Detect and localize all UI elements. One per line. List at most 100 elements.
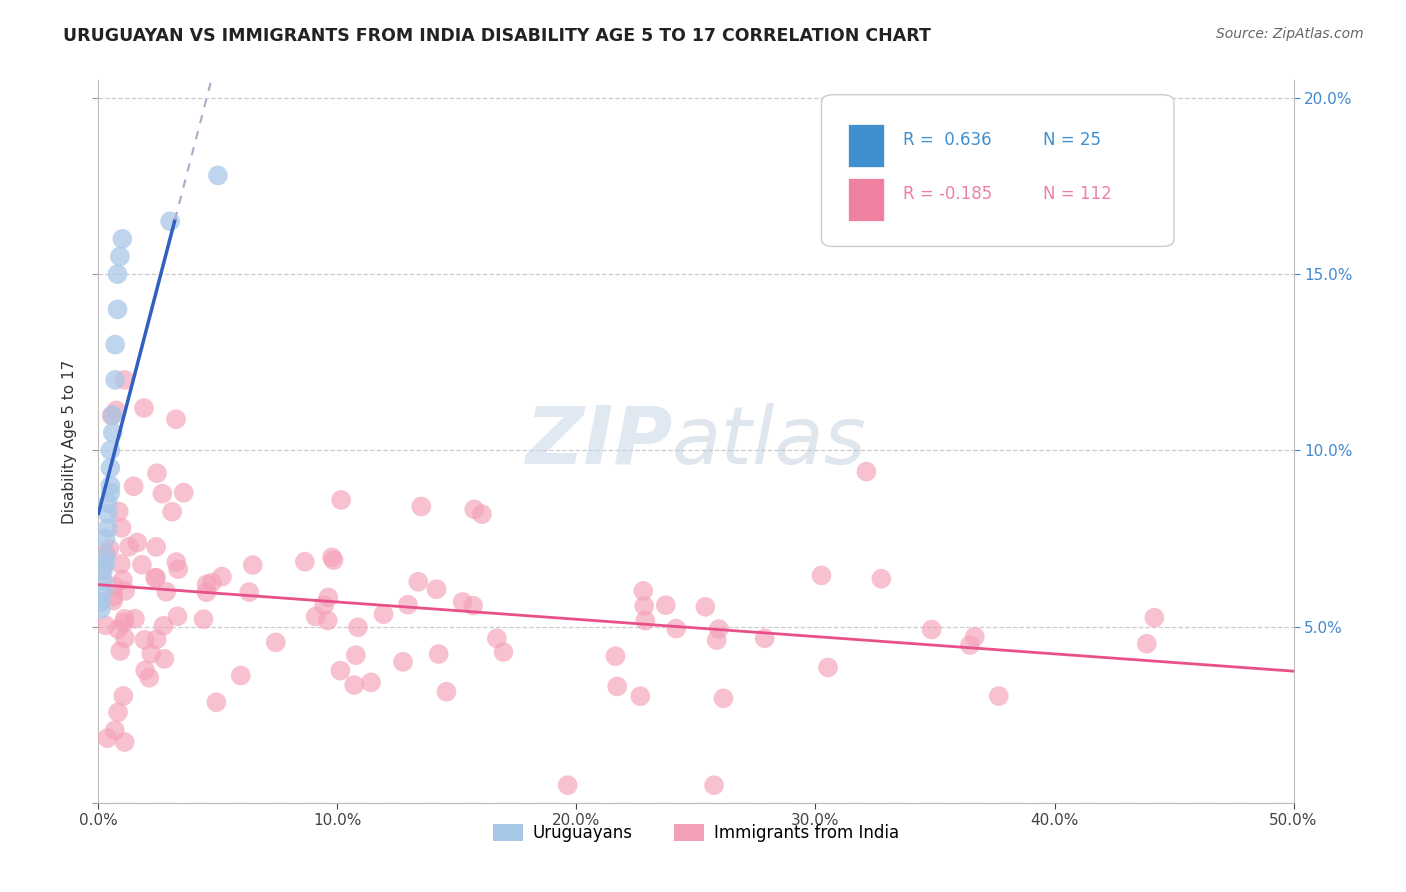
Point bbox=[855, 465, 877, 479]
Point bbox=[557, 778, 579, 792]
Text: R =  0.636: R = 0.636 bbox=[903, 130, 991, 149]
Text: URUGUAYAN VS IMMIGRANTS FROM INDIA DISABILITY AGE 5 TO 17 CORRELATION CHART: URUGUAYAN VS IMMIGRANTS FROM INDIA DISAB… bbox=[63, 27, 931, 45]
Point bbox=[695, 599, 717, 614]
Point bbox=[665, 622, 688, 636]
Point bbox=[146, 467, 169, 481]
Point bbox=[347, 620, 370, 634]
Point bbox=[707, 622, 730, 636]
Point bbox=[118, 540, 141, 554]
Point bbox=[104, 337, 127, 351]
Point bbox=[143, 571, 166, 585]
Point bbox=[94, 532, 117, 546]
Point bbox=[396, 598, 419, 612]
Point bbox=[343, 678, 366, 692]
Point bbox=[392, 655, 415, 669]
Point bbox=[107, 706, 129, 720]
Point bbox=[94, 546, 117, 560]
Point bbox=[94, 549, 117, 563]
Point bbox=[111, 232, 134, 246]
Point bbox=[98, 541, 121, 556]
Point bbox=[165, 555, 187, 569]
Point bbox=[134, 632, 156, 647]
Point bbox=[104, 373, 127, 387]
Point bbox=[107, 622, 129, 636]
Point bbox=[810, 568, 832, 582]
Point bbox=[108, 250, 131, 264]
Point bbox=[406, 574, 429, 589]
Point bbox=[1143, 610, 1166, 624]
Legend: Uruguayans, Immigrants from India: Uruguayans, Immigrants from India bbox=[486, 817, 905, 848]
Point bbox=[605, 649, 627, 664]
Point bbox=[103, 590, 125, 604]
Text: R = -0.185: R = -0.185 bbox=[903, 186, 993, 203]
Point bbox=[132, 401, 155, 415]
Point bbox=[207, 169, 229, 183]
Point bbox=[104, 723, 127, 738]
Point bbox=[411, 500, 433, 514]
Text: Source: ZipAtlas.com: Source: ZipAtlas.com bbox=[1216, 27, 1364, 41]
Point bbox=[145, 571, 167, 585]
Point bbox=[145, 632, 167, 647]
Point bbox=[98, 485, 122, 500]
Point bbox=[114, 632, 136, 646]
FancyBboxPatch shape bbox=[848, 178, 883, 221]
Point bbox=[97, 521, 120, 535]
Point bbox=[655, 599, 678, 613]
Y-axis label: Disability Age 5 to 17: Disability Age 5 to 17 bbox=[62, 359, 77, 524]
Point bbox=[114, 373, 136, 387]
Point bbox=[485, 632, 508, 646]
Point bbox=[322, 553, 344, 567]
Point bbox=[264, 635, 287, 649]
Point bbox=[110, 644, 132, 658]
Point bbox=[112, 689, 135, 703]
Point bbox=[107, 267, 129, 281]
Point bbox=[152, 618, 174, 632]
Point bbox=[141, 647, 163, 661]
Point bbox=[471, 507, 494, 521]
Point bbox=[242, 558, 264, 572]
Point bbox=[360, 675, 382, 690]
Point bbox=[90, 565, 112, 579]
Point bbox=[107, 302, 129, 317]
Point bbox=[91, 574, 114, 588]
Point bbox=[103, 579, 125, 593]
Point bbox=[165, 412, 187, 426]
FancyBboxPatch shape bbox=[821, 95, 1174, 246]
Point bbox=[98, 443, 122, 458]
Point bbox=[634, 614, 657, 628]
Point bbox=[150, 486, 173, 500]
Point bbox=[94, 618, 117, 632]
FancyBboxPatch shape bbox=[848, 124, 883, 167]
Point bbox=[97, 507, 120, 521]
Point bbox=[155, 584, 177, 599]
Point bbox=[870, 572, 893, 586]
Point bbox=[110, 557, 132, 571]
Point bbox=[195, 577, 218, 591]
Point bbox=[111, 573, 134, 587]
Point bbox=[987, 689, 1010, 703]
Point bbox=[90, 595, 112, 609]
Point bbox=[166, 609, 188, 624]
Point bbox=[160, 505, 183, 519]
Point bbox=[205, 695, 228, 709]
Point bbox=[304, 609, 326, 624]
Point bbox=[314, 599, 336, 613]
Point bbox=[963, 630, 986, 644]
Point bbox=[344, 648, 367, 662]
Point bbox=[706, 633, 728, 648]
Point bbox=[463, 502, 485, 516]
Point bbox=[91, 563, 114, 577]
Point bbox=[606, 680, 628, 694]
Point bbox=[97, 496, 120, 510]
Point bbox=[330, 492, 353, 507]
Text: N = 25: N = 25 bbox=[1043, 130, 1101, 149]
Point bbox=[103, 593, 125, 607]
Point bbox=[94, 556, 117, 570]
Point bbox=[145, 540, 167, 554]
Point bbox=[107, 504, 129, 518]
Point bbox=[959, 638, 981, 652]
Text: ZIP: ZIP bbox=[524, 402, 672, 481]
Point bbox=[463, 599, 485, 613]
Point bbox=[112, 615, 135, 630]
Point bbox=[98, 478, 122, 492]
